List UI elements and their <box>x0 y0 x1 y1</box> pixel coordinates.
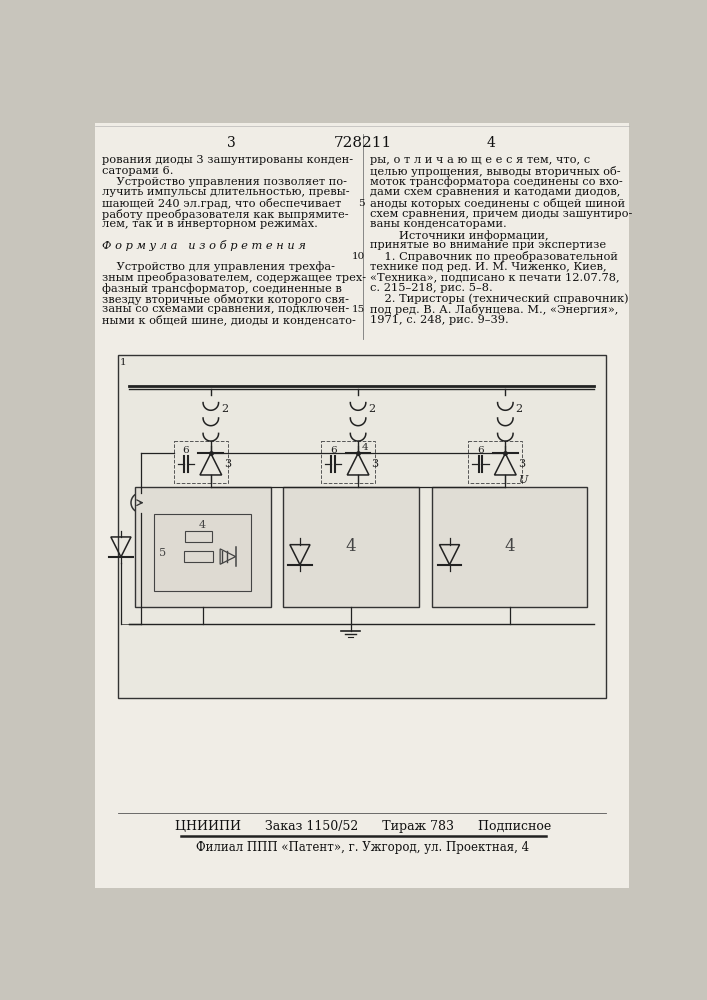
Text: 3: 3 <box>228 136 236 150</box>
Bar <box>174 441 228 483</box>
Text: саторами 6.: саторами 6. <box>103 166 174 176</box>
Text: 6: 6 <box>182 446 189 455</box>
Text: 3: 3 <box>224 459 231 469</box>
Text: 4: 4 <box>346 538 356 555</box>
Text: под ред. В. А. Лабунцева. М., «Энергия»,: под ред. В. А. Лабунцева. М., «Энергия», <box>370 304 618 315</box>
Text: 2. Тиристоры (технический справочник): 2. Тиристоры (технический справочник) <box>370 294 629 304</box>
Text: заны со схемами сравнения, подключен-: заны со схемами сравнения, подключен- <box>103 304 349 314</box>
Text: Устройство для управления трехфа-: Устройство для управления трехфа- <box>103 262 335 272</box>
Text: принятые во внимание при экспертизе: принятые во внимание при экспертизе <box>370 240 606 250</box>
Bar <box>321 441 375 483</box>
Text: целью упрощения, выводы вторичных об-: целью упрощения, выводы вторичных об- <box>370 166 620 177</box>
Text: дами схем сравнения и катодами диодов,: дами схем сравнения и катодами диодов, <box>370 187 620 197</box>
Bar <box>135 487 271 607</box>
Text: 4: 4 <box>487 136 496 150</box>
Text: 15: 15 <box>352 305 365 314</box>
Text: фазный трансформатор, соединенные в: фазный трансформатор, соединенные в <box>103 283 342 294</box>
Text: 728211: 728211 <box>334 136 392 150</box>
Text: 3: 3 <box>371 459 378 469</box>
Text: ваны конденсаторами.: ваны конденсаторами. <box>370 219 506 229</box>
Text: лем, так и в инверторном режимах.: лем, так и в инверторном режимах. <box>103 219 318 229</box>
Text: ЦНИИПИ      Заказ 1150/52      Тираж 783      Подписное: ЦНИИПИ Заказ 1150/52 Тираж 783 Подписное <box>175 820 551 833</box>
Text: U: U <box>519 475 529 485</box>
Text: 6: 6 <box>330 446 337 455</box>
Bar <box>118 355 606 698</box>
Text: аноды которых соединены с общей шиной: аноды которых соединены с общей шиной <box>370 198 625 209</box>
Bar <box>184 551 213 562</box>
Text: Устройство управления позволяет по-: Устройство управления позволяет по- <box>103 177 347 187</box>
Text: 2: 2 <box>221 404 228 414</box>
Text: с. 215–218, рис. 5–8.: с. 215–218, рис. 5–8. <box>370 283 493 293</box>
Text: Филиал ППП «Патент», г. Ужгород, ул. Проектная, 4: Филиал ППП «Патент», г. Ужгород, ул. Про… <box>196 841 530 854</box>
Text: Ф о р м у л а   и з о б р е т е н и я: Ф о р м у л а и з о б р е т е н и я <box>103 240 306 251</box>
Bar <box>433 487 588 607</box>
Text: 2: 2 <box>368 404 375 414</box>
Text: ными к общей шине, диоды и конденсато-: ными к общей шине, диоды и конденсато- <box>103 315 356 326</box>
Text: 4: 4 <box>505 538 515 555</box>
Bar <box>283 487 419 607</box>
Text: ры, о т л и ч а ю щ е е с я тем, что, с: ры, о т л и ч а ю щ е е с я тем, что, с <box>370 155 590 165</box>
Text: работу преобразователя как выпрямите-: работу преобразователя как выпрямите- <box>103 209 349 220</box>
Text: 4: 4 <box>199 520 206 530</box>
Text: звезду вторичные обмотки которого свя-: звезду вторичные обмотки которого свя- <box>103 294 349 305</box>
Text: технике под ред. И. М. Чиженко, Киев,: технике под ред. И. М. Чиженко, Киев, <box>370 262 607 272</box>
Bar <box>154 514 251 591</box>
Text: 1: 1 <box>120 358 127 367</box>
Text: моток трансформатора соединены со вхо-: моток трансформатора соединены со вхо- <box>370 177 622 187</box>
Text: лучить импульсы длительностью, превы-: лучить импульсы длительностью, превы- <box>103 187 350 197</box>
Text: 10: 10 <box>352 252 365 261</box>
Bar <box>468 441 522 483</box>
Text: 2: 2 <box>515 404 522 414</box>
Bar <box>185 531 212 542</box>
Text: Источники информации,: Источники информации, <box>370 230 549 241</box>
Text: рования диоды 3 зашунтированы конден-: рования диоды 3 зашунтированы конден- <box>103 155 354 165</box>
Text: шающей 240 эл.град, что обеспечивает: шающей 240 эл.град, что обеспечивает <box>103 198 341 209</box>
Text: 1971, с. 248, рис. 9–39.: 1971, с. 248, рис. 9–39. <box>370 315 508 325</box>
Text: 6: 6 <box>477 446 484 455</box>
Text: 3: 3 <box>518 459 525 469</box>
Text: 5: 5 <box>358 199 365 208</box>
Text: 1. Справочник по преобразовательной: 1. Справочник по преобразовательной <box>370 251 618 262</box>
Text: 4: 4 <box>362 443 368 452</box>
Text: «Техника», подписано к печати 12.07.78,: «Техника», подписано к печати 12.07.78, <box>370 272 619 282</box>
Text: 5: 5 <box>159 548 166 558</box>
Text: зным преобразователем, содержащее трех-: зным преобразователем, содержащее трех- <box>103 272 366 283</box>
Text: схем сравнения, причем диоды зашунтиро-: схем сравнения, причем диоды зашунтиро- <box>370 209 632 219</box>
